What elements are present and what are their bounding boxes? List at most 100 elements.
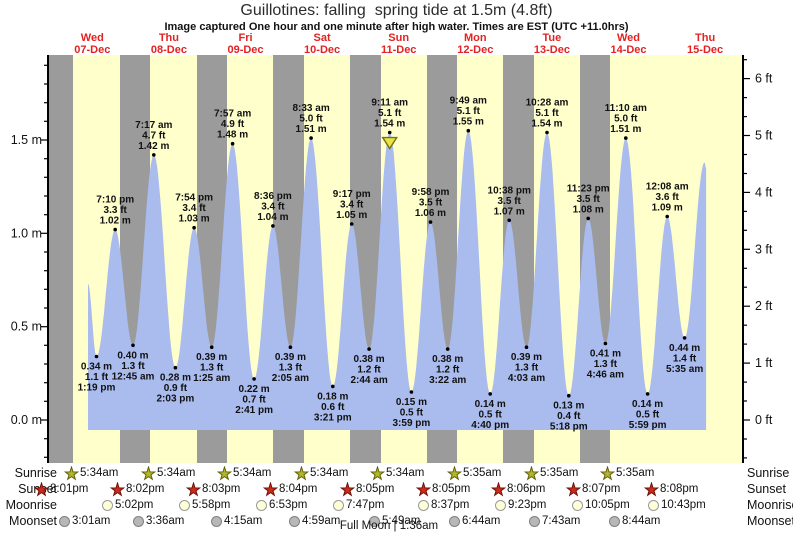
sunrise-time: 5:35am: [616, 467, 655, 479]
sunrise-star-icon: [141, 465, 156, 480]
low-tide-label: 0.39 m 1.3 ft 1:25 am: [193, 352, 230, 384]
moonrise-time: 5:58pm: [192, 499, 231, 511]
moonrise-time: 7:47pm: [346, 499, 385, 511]
low-tide-dot: [524, 345, 529, 350]
sunset-star-icon: [186, 481, 201, 496]
sunset-star-icon: [644, 481, 659, 496]
high-tide-label: 10:38 pm 3.5 ft 1.07 m: [488, 185, 531, 217]
low-tide-dot: [603, 341, 608, 346]
sunrise-time: 5:34am: [80, 467, 119, 479]
moonrise-circle-icon: [418, 499, 429, 511]
day-label: Thu 15-Dec: [687, 32, 723, 56]
high-tide-label: 9:58 pm 3.5 ft 1.06 m: [412, 187, 450, 219]
high-tide-label: 7:54 pm 3.4 ft 1.03 m: [175, 193, 213, 225]
right-axis-tick-label: 2 ft: [755, 299, 773, 313]
right-axis-tick-label: 5 ft: [755, 129, 773, 143]
sunrise-time: 5:35am: [463, 467, 502, 479]
moonrise-circle-icon: [256, 499, 267, 511]
capture-marker-icon: [381, 136, 398, 150]
moonset-circle-icon: [133, 515, 144, 527]
moonset-circle-icon: [289, 515, 300, 527]
sunset-time: 8:05pm: [432, 483, 471, 495]
low-tide-dot: [567, 393, 571, 398]
high-tide-dot: [507, 218, 512, 223]
page-title: Guillotines: falling spring tide at 1.5m…: [240, 2, 553, 19]
moonset-entry: 8:44am: [608, 513, 660, 529]
low-tide-dot: [682, 336, 687, 340]
low-tide-dot: [367, 347, 371, 351]
sunrise-entry: 5:35am: [447, 465, 501, 481]
low-tide-dot: [252, 377, 256, 381]
left-axis-tick-label: 1.5 m: [11, 133, 42, 147]
sunrise-star-icon: [64, 465, 79, 480]
sunset-star-icon: [34, 481, 49, 496]
moonrise-circle-icon: [648, 499, 659, 511]
moonrise-time: 6:53pm: [269, 499, 308, 511]
left-axis-tick-label: 1.0 m: [11, 226, 42, 240]
high-tide-dot: [192, 225, 196, 230]
sunrise-star-icon: [294, 465, 309, 480]
moonset-time: 3:01am: [72, 515, 111, 527]
row-label-right-moonset: Moonset: [747, 514, 793, 528]
high-tide-label: 9:17 pm 3.4 ft 1.05 m: [333, 189, 371, 221]
moonset-circle-icon: [609, 515, 620, 527]
moonrise-entry: 10:43pm: [647, 497, 706, 513]
sunrise-entry: 5:34am: [294, 465, 348, 481]
moonrise-entry: 5:58pm: [178, 497, 230, 513]
moonrise-circle-icon: [333, 499, 344, 511]
low-tide-dot: [173, 365, 178, 370]
row-label-sunrise: Sunrise: [14, 466, 57, 480]
sunset-star-icon: [340, 481, 355, 496]
right-axis-tick-label: 4 ft: [755, 185, 773, 199]
sunrise-time: 5:34am: [386, 467, 425, 479]
row-label-right-sunset: Sunset: [747, 482, 786, 496]
sunset-star-icon: [416, 481, 431, 496]
moonset-entry: 3:01am: [58, 513, 110, 529]
low-tide-label: 0.15 m 0.5 ft 3:59 pm: [393, 397, 431, 429]
low-tide-label: 0.18 m 0.6 ft 3:21 pm: [314, 391, 352, 423]
low-tide-dot: [331, 384, 335, 389]
sunset-time: 8:04pm: [279, 483, 318, 495]
high-tide-dot: [624, 136, 628, 140]
day-label: Fri 09-Dec: [227, 32, 263, 56]
moonrise-entry: 9:23pm: [494, 497, 546, 513]
row-label-moonset: Moonset: [9, 514, 57, 528]
tide-curve: [88, 130, 707, 430]
moonrise-circle-icon: [179, 499, 190, 511]
moonrise-time: 9:23pm: [508, 499, 547, 511]
moonset-entry: 3:36am: [132, 513, 184, 529]
high-tide-dot: [466, 128, 471, 133]
high-tide-label: 10:28 am 5.1 ft 1.54 m: [526, 98, 569, 130]
moonset-time: 8:44am: [622, 515, 661, 527]
sunset-time: 8:02pm: [126, 483, 165, 495]
sunset-star-icon: [110, 481, 125, 496]
moonset-time: 5:49am: [382, 515, 421, 527]
sunrise-entry: 5:35am: [600, 465, 654, 481]
moonrise-circle-icon: [572, 499, 583, 511]
sunset-star-icon: [491, 481, 506, 496]
high-tide-dot: [271, 224, 275, 228]
sunrise-entry: 5:34am: [141, 465, 195, 481]
high-tide-dot: [152, 153, 156, 157]
low-tide-label: 0.39 m 1.3 ft 2:05 am: [272, 352, 309, 384]
row-label-right-sunrise: Sunrise: [747, 466, 790, 480]
moonset-entry: 5:49am: [368, 513, 420, 529]
left-axis-tick-label: 0.5 m: [11, 320, 42, 334]
low-tide-label: 0.44 m 1.4 ft 5:35 am: [666, 343, 703, 375]
sunrise-star-icon: [370, 465, 385, 480]
day-label: Mon 12-Dec: [457, 32, 493, 56]
low-tide-dot: [445, 347, 450, 351]
low-tide-dot: [645, 392, 650, 396]
low-tide-label: 0.38 m 1.2 ft 3:22 am: [429, 354, 466, 386]
moonset-circle-icon: [369, 515, 380, 527]
sunset-time: 8:08pm: [660, 483, 699, 495]
moonset-entry: 4:59am: [288, 513, 340, 529]
moonrise-time: 5:02pm: [115, 499, 154, 511]
sunset-entry: 8:02pm: [110, 481, 164, 497]
chart-subtitle: Image captured One hour and one minute a…: [164, 21, 629, 33]
day-label: Sun 11-Dec: [381, 32, 416, 56]
moonrise-entry: 7:47pm: [332, 497, 384, 513]
moonrise-circle-icon: [102, 499, 113, 511]
left-axis-tick-label: 0.0 m: [11, 413, 42, 427]
